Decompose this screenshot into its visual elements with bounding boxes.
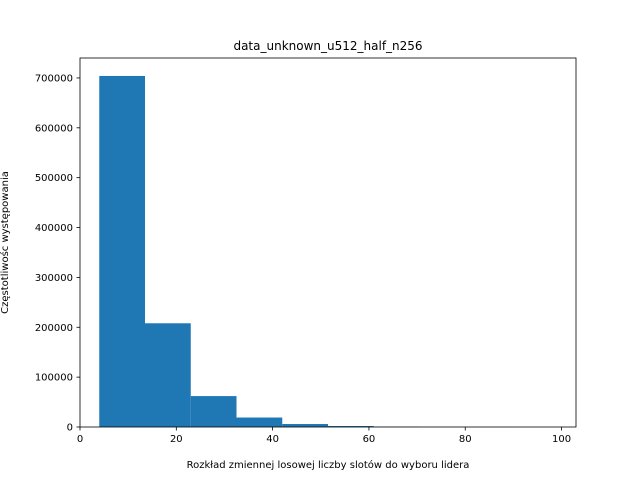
histogram-bars (99, 75, 557, 427)
y-tick-label: 600000 (35, 123, 73, 134)
x-tick-label: 100 (552, 434, 571, 445)
y-tick-label: 500000 (35, 173, 73, 184)
x-axis-label: Rozkład zmiennej losowej liczby slotów d… (187, 459, 470, 471)
histogram-bar-4 (236, 417, 283, 427)
y-tick-label: 300000 (35, 273, 73, 284)
x-tick-label: 60 (363, 434, 376, 445)
y-tick-label: 400000 (35, 223, 73, 234)
histogram-bar-5 (282, 424, 328, 427)
y-tick-label: 0 (67, 423, 73, 434)
histogram-bar-3 (190, 396, 237, 427)
x-tick-label: 80 (459, 434, 472, 445)
chart-title: data_unknown_u512_half_n256 (233, 39, 422, 53)
x-tick-label: 20 (170, 434, 183, 445)
y-tick-label: 700000 (35, 73, 73, 84)
y-axis-ticks: 0 100000 200000 300000 400000 500000 600000 700… (35, 73, 80, 434)
y-tick-label: 200000 (35, 323, 73, 334)
x-axis-ticks: 0 20 40 60 80 100 (77, 427, 571, 445)
histogram-bar-6 (328, 426, 374, 427)
plot-frame (79, 57, 577, 428)
y-axis-label: Częstotliwośc występowania (0, 171, 11, 314)
y-tick-label: 100000 (35, 373, 73, 384)
histogram-bar-2 (145, 323, 191, 427)
histogram-bar-1 (99, 75, 146, 427)
x-tick-label: 0 (77, 434, 83, 445)
x-tick-label: 40 (266, 434, 279, 445)
